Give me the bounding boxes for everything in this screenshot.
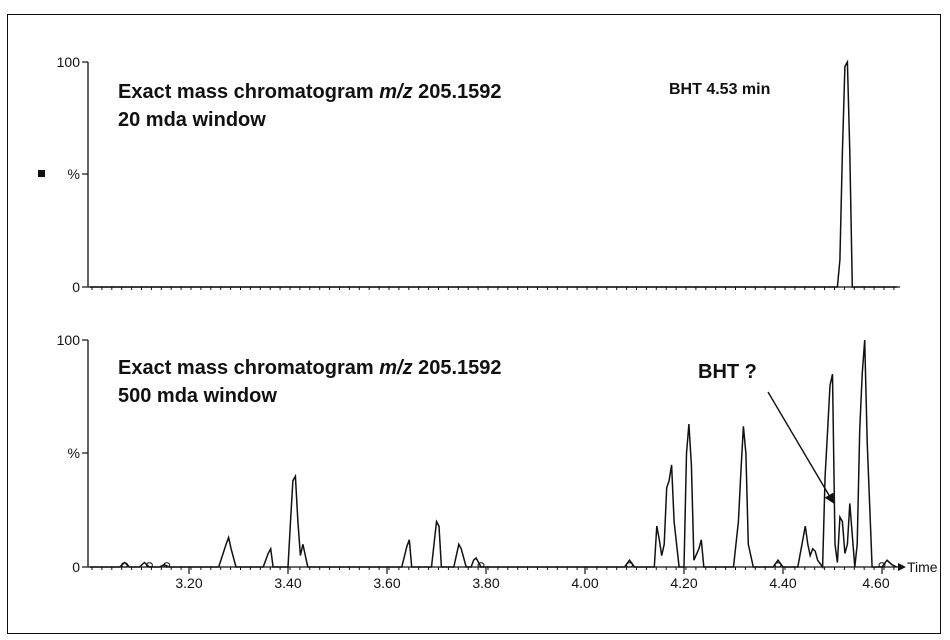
panel-top: 100 % 0 Exact mass chromatogram m/z 205.… — [38, 54, 900, 295]
bottom-annotation-text: Exact mass chromatogram — [118, 357, 379, 379]
x-tick-label-4-20: 4.20 — [670, 575, 697, 591]
bottom-y-tick-label-0: 0 — [72, 559, 80, 575]
baseline-noise-mark — [774, 562, 782, 568]
baseline-noise-mark — [878, 562, 886, 568]
x-tick-label-3-20: 3.20 — [175, 575, 202, 591]
x-axis-label: Time — [907, 559, 938, 575]
x-tick-label-3-60: 3.60 — [373, 575, 400, 591]
top-annotation-line-2: 20 mda window — [118, 109, 266, 131]
bottom-annotation-line-1: Exact mass chromatogram m/z 205.1592 — [118, 357, 502, 379]
figure-frame — [7, 14, 941, 634]
bottom-y-tick-label-pct: % — [68, 445, 80, 461]
bottom-baseline-marks — [121, 562, 886, 568]
small-square-marker — [38, 170, 45, 177]
bht-arrow — [767, 391, 835, 504]
top-annotation-mz: m/z — [379, 81, 412, 103]
bottom-arrow-label: BHT ? — [698, 361, 757, 383]
top-peak-label: BHT 4.53 min — [669, 81, 770, 98]
top-series-trace — [90, 59, 897, 288]
baseline-noise-mark — [121, 562, 129, 568]
x-tick-label-3-40: 3.40 — [274, 575, 301, 591]
bottom-series-trace — [90, 339, 898, 570]
top-y-tick-label-pct: % — [68, 166, 80, 182]
x-tick-label-4-40: 4.40 — [769, 575, 796, 591]
x-tick-label-3-80: 3.80 — [472, 575, 499, 591]
baseline-noise-mark — [163, 562, 171, 568]
x-tick-label-4-00: 4.00 — [571, 575, 598, 591]
top-annotation-line-1: Exact mass chromatogram m/z 205.1592 — [118, 81, 502, 103]
top-annotation-text: Exact mass chromatogram — [118, 81, 379, 103]
baseline-noise-mark — [145, 562, 153, 568]
bottom-x-major-ticks — [188, 567, 883, 574]
bottom-annotation-mz: m/z — [379, 357, 412, 379]
bottom-y-tick-label-100: 100 — [57, 332, 81, 348]
bottom-annotation-mass: 205.1592 — [413, 357, 502, 379]
panel-bottom: 100 % 0 3.20 3.40 3.60 3.80 4.00 4.20 4.… — [57, 332, 938, 591]
bottom-annotation-line-2: 500 mda window — [118, 385, 277, 407]
top-y-tick-label-0: 0 — [72, 279, 80, 295]
baseline-noise-mark — [477, 562, 485, 568]
bottom-x-axis-arrow — [898, 563, 906, 571]
baseline-noise-mark — [626, 562, 633, 568]
top-annotation-mass: 205.1592 — [413, 81, 502, 103]
top-y-tick-label-100: 100 — [57, 54, 81, 70]
x-tick-label-4-60: 4.60 — [862, 575, 889, 591]
